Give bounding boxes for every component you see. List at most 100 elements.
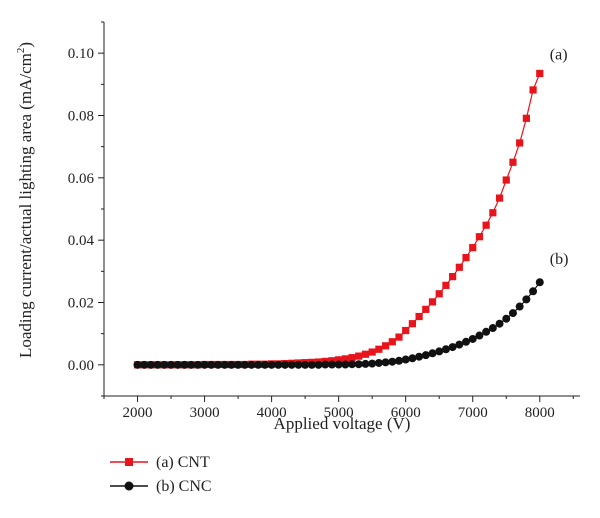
data-point [301,360,310,369]
x-tick-label: 5000 [324,405,354,421]
data-point [455,340,464,349]
data-point [361,350,370,358]
data-point [254,360,263,369]
data-point [435,290,443,298]
data-point [260,360,269,369]
data-point [402,326,410,335]
data-point [314,360,323,369]
data-point [428,349,437,358]
legend-marker [124,481,134,491]
y-axis-title-superscript: 2 [15,48,27,54]
data-point [247,360,256,369]
data-point [374,358,383,367]
legend-item: (a) CNT [110,454,210,471]
y-tick-label: 0.08 [68,109,94,125]
data-point [187,360,196,369]
data-point [449,273,457,281]
data-point [468,334,477,343]
data-point [495,319,504,328]
data-point [220,360,229,369]
y-tick-label: 0.06 [68,171,95,187]
series-layer [133,69,544,369]
x-tick-label: 8000 [525,405,555,421]
data-point [287,360,296,369]
data-point [341,355,349,363]
data-point [307,360,316,369]
data-point [274,360,283,369]
x-ticks: 2000 3000 4000 5000 6000 7000 8000 [103,396,574,421]
data-point [408,320,416,328]
y-tick-label: 0.02 [68,296,94,312]
data-point [140,360,149,369]
data-point [146,360,155,369]
data-point [435,347,444,356]
data-point [153,360,162,369]
data-point [133,360,142,369]
data-point [441,345,450,354]
x-axis-title: Applied voltage (V) [274,414,411,433]
legend: (a) CNT (b) CNC [110,454,212,495]
data-point [200,360,209,369]
data-point [355,352,363,360]
data-point [515,302,524,311]
series-end-label: (a) [550,46,568,63]
data-point [448,343,457,352]
data-point [160,360,169,369]
y-axis-title-suffix: ) [16,42,35,48]
data-point [334,360,343,369]
data-point [509,158,517,166]
y-tick-label: 0.04 [68,233,95,249]
data-point [327,360,336,369]
data-point [207,360,216,369]
data-point [267,360,276,369]
data-point [516,139,524,147]
x-tick-label: 6000 [391,405,421,421]
y-axis-title: Loading current/actual lighting area (mA… [15,42,35,358]
data-point [415,352,424,361]
data-point [167,360,176,369]
data-point [394,356,403,365]
data-point [508,309,517,318]
data-point [415,312,423,321]
data-point [535,278,544,287]
data-point [482,327,491,336]
data-point [341,360,350,369]
legend-marker [125,458,133,466]
data-point [522,295,531,304]
series-labels: (a) (b) [550,46,569,268]
x-tick-label: 2000 [123,405,153,421]
data-point [388,338,396,346]
x-tick-label: 4000 [257,405,287,421]
y-tick-label: 0.00 [68,358,94,374]
data-point [368,359,377,368]
data-point [529,287,538,296]
data-point [395,333,403,341]
data-point [495,194,504,202]
data-point [408,354,417,363]
data-point [475,331,484,340]
data-point [428,298,437,306]
data-point [227,360,236,369]
data-point [475,233,484,241]
data-point [442,281,450,289]
series-end-label: (b) [550,251,569,268]
data-point [180,360,189,369]
data-point [381,358,390,367]
data-point [529,86,537,94]
y-axis-title-main: Loading current/actual lighting area (mA… [16,53,35,358]
data-point [502,314,511,323]
series-line [137,281,541,366]
series-cnt [133,69,544,369]
data-point [482,221,490,229]
data-point [462,254,470,262]
data-point [348,354,356,362]
data-point [321,360,330,369]
data-point [522,114,530,122]
y-ticks: 0.00 0.02 0.04 0.06 0.08 0.10 [68,21,104,397]
data-point [469,244,477,252]
data-point [361,359,370,368]
x-tick-label: 7000 [458,405,488,421]
data-point [294,360,303,369]
x-tick-label: 3000 [190,405,220,421]
